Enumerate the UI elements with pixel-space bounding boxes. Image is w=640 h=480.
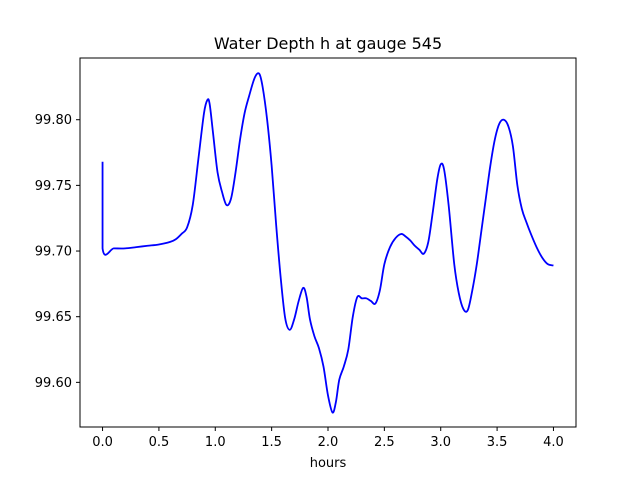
x-tick-label: 1.0: [205, 435, 226, 450]
x-axis: 0.0 0.5 1.0 1.5 2.0 2.5 3.0 3.5 4.0: [92, 427, 564, 450]
x-tick-label: 1.5: [261, 435, 282, 450]
y-axis: 99.60 99.65 99.70 99.75 99.80: [35, 113, 80, 391]
x-tick-label: 0.5: [149, 435, 170, 450]
y-tick-label: 99.60: [35, 376, 72, 391]
series-line: [101, 72, 554, 414]
x-tick-label: 2.5: [374, 435, 395, 450]
chart-title: Water Depth h at gauge 545: [214, 34, 442, 53]
x-tick-label: 3.0: [430, 435, 451, 450]
x-tick-label: 3.5: [487, 435, 508, 450]
y-tick-label: 99.65: [35, 310, 72, 325]
y-tick-label: 99.70: [35, 245, 72, 260]
x-axis-label: hours: [310, 456, 347, 471]
x-tick-label: 2.0: [318, 435, 339, 450]
x-tick-label: 0.0: [92, 435, 113, 450]
series-layer: [101, 72, 554, 414]
y-tick-label: 99.75: [35, 179, 72, 194]
plot-frame: [79, 57, 577, 428]
x-tick-label: 4.0: [543, 435, 564, 450]
y-tick-label: 99.80: [35, 113, 72, 128]
